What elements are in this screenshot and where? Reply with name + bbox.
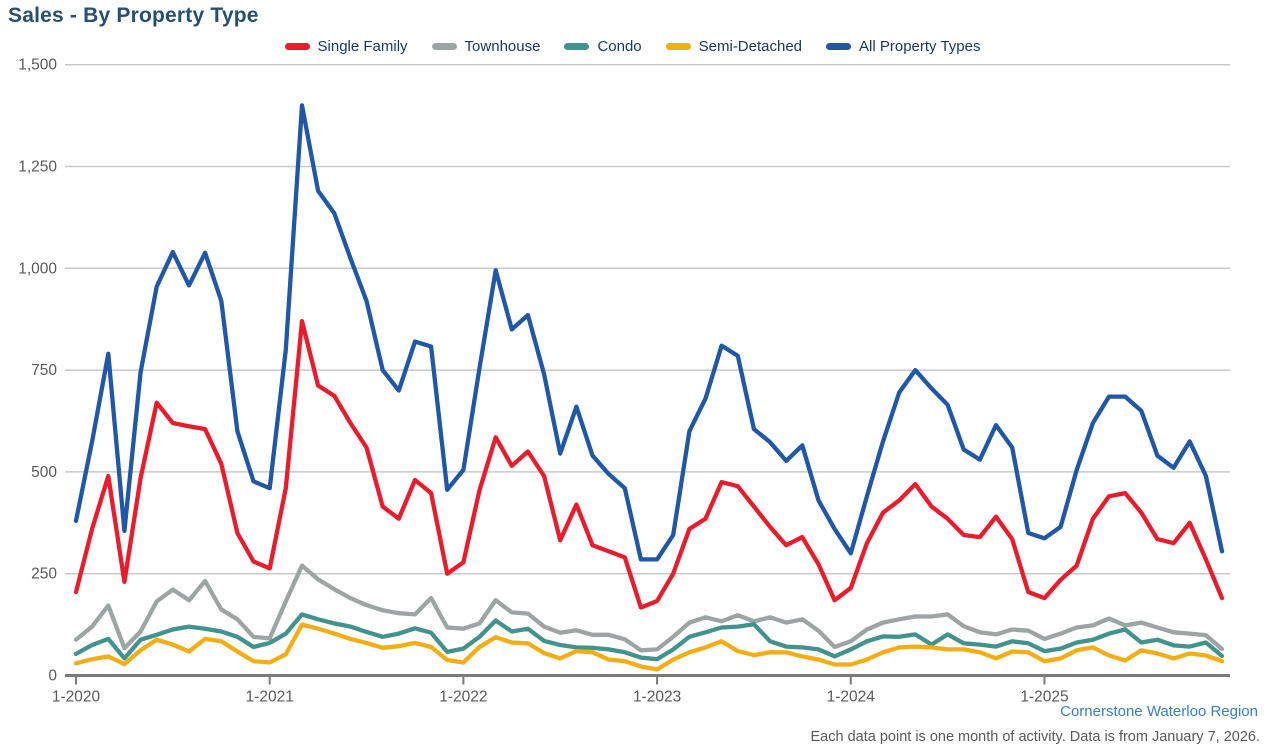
series-line-semi-detached <box>73 622 1225 672</box>
y-axis-label: 750 <box>31 362 57 379</box>
y-axis-label: 500 <box>31 464 57 481</box>
condo-swatch-icon <box>564 43 590 50</box>
page-title: Sales - By Property Type <box>8 4 259 27</box>
legend-item-single-family: Single Family <box>284 38 408 55</box>
data-note-label: Each data point is one month of activity… <box>810 729 1260 745</box>
legend-label: Single Family <box>317 38 408 55</box>
chart-legend: Single Family Townhouse Condo Semi-Detac… <box>0 38 1265 55</box>
legend-item-all-property-types: All Property Types <box>826 38 980 55</box>
semi-detached-swatch-icon <box>665 43 691 50</box>
data-source-label: Cornerstone Waterloo Region <box>1060 703 1258 720</box>
x-axis-label: 1-2020 <box>52 689 101 706</box>
y-axis-label: 0 <box>48 668 57 685</box>
y-axis-label: 1,000 <box>18 260 57 277</box>
y-axis-label: 250 <box>31 566 57 583</box>
x-axis-label: 1-2024 <box>827 689 876 706</box>
townhouse-swatch-icon <box>431 43 457 50</box>
legend-item-townhouse: Townhouse <box>431 38 541 55</box>
series-line-townhouse <box>73 563 1225 653</box>
x-axis-label: 1-2023 <box>633 689 681 706</box>
all-property-types-swatch-icon <box>826 43 852 50</box>
y-axis-label: 1,500 <box>18 57 57 74</box>
single-family-swatch-icon <box>284 43 310 50</box>
legend-label: Semi-Detached <box>698 38 803 55</box>
x-axis-label: 1-2025 <box>1020 689 1068 706</box>
legend-label: Condo <box>597 38 642 55</box>
series-line-condo <box>73 612 1225 662</box>
x-axis-label: 1-2021 <box>246 689 294 706</box>
x-axis-label: 1-2022 <box>439 689 487 706</box>
series-line-single-family <box>73 319 1225 610</box>
legend-label: All Property Types <box>859 38 981 55</box>
y-axis-label: 1,250 <box>18 159 57 176</box>
legend-item-semi-detached: Semi-Detached <box>665 38 803 55</box>
series-line-all-property-types <box>73 103 1225 562</box>
legend-label: Townhouse <box>464 38 541 55</box>
legend-item-condo: Condo <box>564 38 642 55</box>
